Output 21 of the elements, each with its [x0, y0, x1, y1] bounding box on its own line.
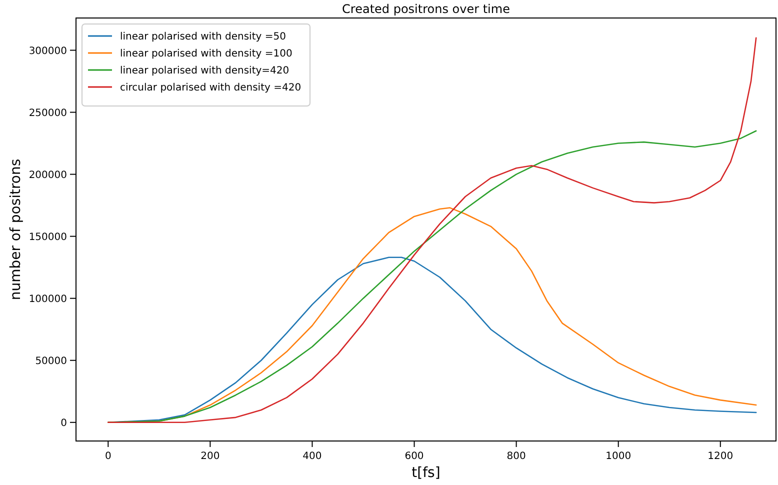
legend-label: linear polarised with density=420	[120, 66, 290, 76]
x-tick-label: 400	[302, 451, 322, 462]
x-tick-label: 600	[404, 451, 424, 462]
legend-label: linear polarised with density =50	[120, 32, 286, 42]
y-tick-label: 200000	[28, 170, 67, 181]
x-tick-label: 1200	[708, 451, 734, 462]
x-tick-label: 0	[104, 451, 112, 462]
y-tick-label: 0	[60, 418, 67, 429]
y-tick-label: 150000	[28, 232, 67, 243]
legend-label: circular polarised with density =420	[120, 82, 302, 94]
y-tick-label: 250000	[28, 108, 67, 119]
legend-label: linear polarised with density =100	[120, 48, 292, 60]
x-tick-label: 1000	[606, 451, 632, 462]
y-tick-label: 50000	[35, 356, 67, 367]
x-tick-label: 200	[200, 451, 220, 462]
y-tick-label: 100000	[28, 294, 67, 305]
x-axis-title: t[fs]	[412, 465, 440, 481]
y-axis-title: number of positrons	[8, 158, 24, 300]
y-tick-label: 300000	[28, 46, 67, 57]
x-tick-label: 800	[506, 451, 526, 462]
chart-title: Created positrons over time	[342, 2, 510, 16]
